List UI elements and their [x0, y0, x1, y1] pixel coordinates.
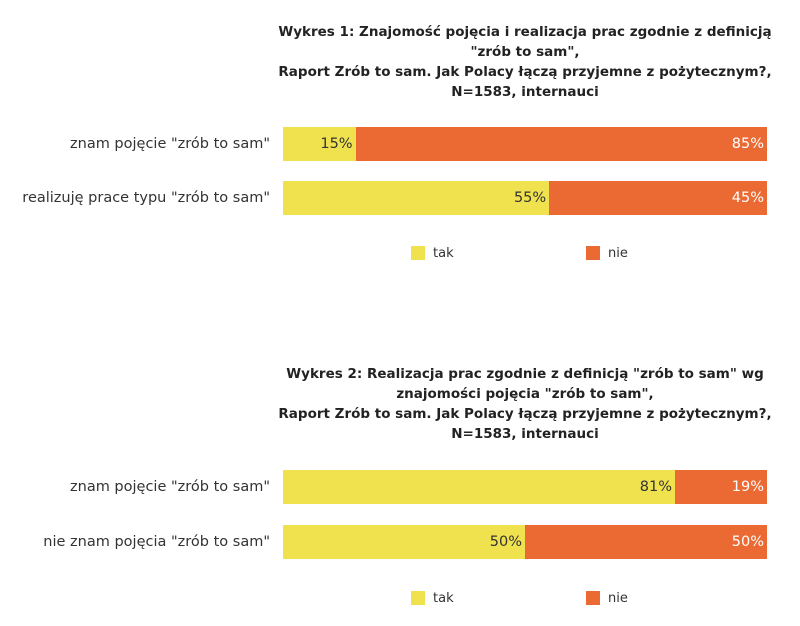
- bar-segment-nie: 45%: [549, 181, 767, 215]
- chart-2-title-line: N=1583, internauci: [451, 426, 599, 442]
- bar-row: 50% 50%: [283, 525, 767, 559]
- legend-label-nie: nie: [608, 590, 628, 606]
- category-label: znam pojęcie "zrób to sam": [70, 136, 270, 152]
- bar-segment-nie: 85%: [355, 127, 767, 161]
- bar-segment-tak: 50%: [283, 525, 525, 559]
- bar-row: 81% 19%: [283, 470, 767, 504]
- chart-1-title-line: N=1583, internauci: [451, 84, 599, 100]
- data-label: 50%: [731, 534, 764, 550]
- data-label: 19%: [731, 479, 764, 495]
- legend-label-tak: tak: [433, 590, 454, 606]
- chart-1-title-line: "zrób to sam",: [470, 44, 580, 60]
- legend-item-tak: tak: [411, 590, 454, 606]
- chart-1-title: Wykres 1: Znajomość pojęcia i realizacja…: [275, 22, 775, 102]
- bar-row: 55% 45%: [283, 181, 767, 215]
- bar-segment-tak: 81%: [283, 470, 676, 504]
- bar-segment-tak: 15%: [283, 127, 356, 161]
- legend-label-tak: tak: [433, 245, 454, 261]
- chart-2-title: Wykres 2: Realizacja prac zgodnie z defi…: [275, 364, 775, 444]
- legend-swatch-nie: [586, 246, 600, 260]
- legend-item-nie: nie: [586, 590, 628, 606]
- chart-2-title-line: Wykres 2: Realizacja prac zgodnie z defi…: [286, 366, 764, 382]
- legend-item-tak: tak: [411, 245, 454, 261]
- data-label: 45%: [731, 190, 764, 206]
- bar-row: 15% 85%: [283, 127, 767, 161]
- data-label: 81%: [639, 479, 673, 495]
- data-label: 15%: [320, 136, 353, 152]
- legend-swatch-tak: [411, 591, 425, 605]
- category-label: nie znam pojęcia "zrób to sam": [43, 534, 270, 550]
- data-label: 55%: [513, 190, 547, 206]
- chart-1-title-line: Wykres 1: Znajomość pojęcia i realizacja…: [278, 24, 772, 40]
- bar-segment-nie: 19%: [675, 470, 767, 504]
- chart-2-title-line: znajomości pojęcia "zrób to sam",: [396, 386, 654, 402]
- legend-item-nie: nie: [586, 245, 628, 261]
- bar-segment-nie: 50%: [525, 525, 767, 559]
- category-label: znam pojęcie "zrób to sam": [70, 479, 270, 495]
- chart-1: Wykres 1: Znajomość pojęcia i realizacja…: [0, 0, 800, 300]
- chart-2: Wykres 2: Realizacja prac zgodnie z defi…: [0, 350, 800, 626]
- legend-swatch-tak: [411, 246, 425, 260]
- chart-1-title-line: Raport Zrób to sam. Jak Polacy łączą prz…: [278, 64, 772, 80]
- legend-label-nie: nie: [608, 245, 628, 261]
- legend-swatch-nie: [586, 591, 600, 605]
- chart-2-title-line: Raport Zrób to sam. Jak Polacy łączą prz…: [278, 406, 772, 422]
- data-label: 50%: [489, 534, 522, 550]
- category-label: realizuję prace typu "zrób to sam": [22, 190, 270, 206]
- data-label: 85%: [731, 136, 764, 152]
- bar-segment-tak: 55%: [283, 181, 550, 215]
